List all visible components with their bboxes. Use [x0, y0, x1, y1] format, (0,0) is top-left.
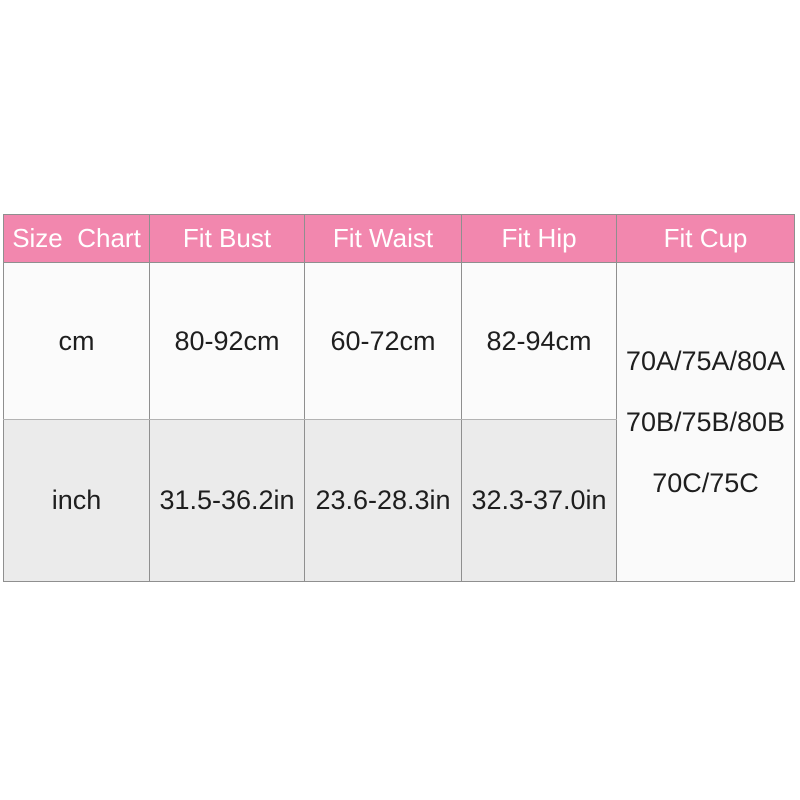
- header-cell-size-chart: Size Chart: [3, 214, 150, 263]
- cell-inch-waist: 23.6-28.3in: [304, 419, 462, 582]
- cell-inch-bust: 31.5-36.2in: [149, 419, 305, 582]
- cell-cm-waist: 60-72cm: [304, 262, 462, 420]
- cell-cm-bust: 80-92cm: [149, 262, 305, 420]
- table-row-inch: inch 31.5-36.2in 23.6-28.3in 32.3-37.0in: [3, 419, 795, 582]
- cell-inch-unit: inch: [3, 419, 150, 582]
- fit-cup-line-c: 70C/75C: [652, 467, 759, 498]
- header-cell-fit-waist: Fit Waist: [304, 214, 462, 263]
- header-cell-fit-hip: Fit Hip: [461, 214, 617, 263]
- fit-cup-line-a: 70A/75A/80A: [625, 345, 786, 376]
- header-cell-fit-bust: Fit Bust: [149, 214, 305, 263]
- table-row-cm: cm 80-92cm 60-72cm 82-94cm 70A/75A/80A 7…: [3, 262, 795, 582]
- fit-cup-line-b: 70B/75B/80B: [625, 406, 786, 437]
- cell-fit-cup-merged: 70A/75A/80A 70B/75B/80B 70C/75C: [616, 262, 795, 582]
- cell-cm-unit: cm: [3, 262, 150, 420]
- header-row: Size Chart Fit Bust Fit Waist Fit Hip Fi…: [3, 214, 795, 263]
- cell-cm-hip: 82-94cm: [461, 262, 617, 420]
- header-cell-fit-cup: Fit Cup: [616, 214, 795, 263]
- cell-inch-hip: 32.3-37.0in: [461, 419, 617, 582]
- fit-cup-lines: 70A/75A/80A 70B/75B/80B 70C/75C: [618, 345, 794, 499]
- size-chart-container: Size Chart Fit Bust Fit Waist Fit Hip Fi…: [3, 214, 795, 582]
- size-chart-table: Size Chart Fit Bust Fit Waist Fit Hip Fi…: [3, 214, 795, 582]
